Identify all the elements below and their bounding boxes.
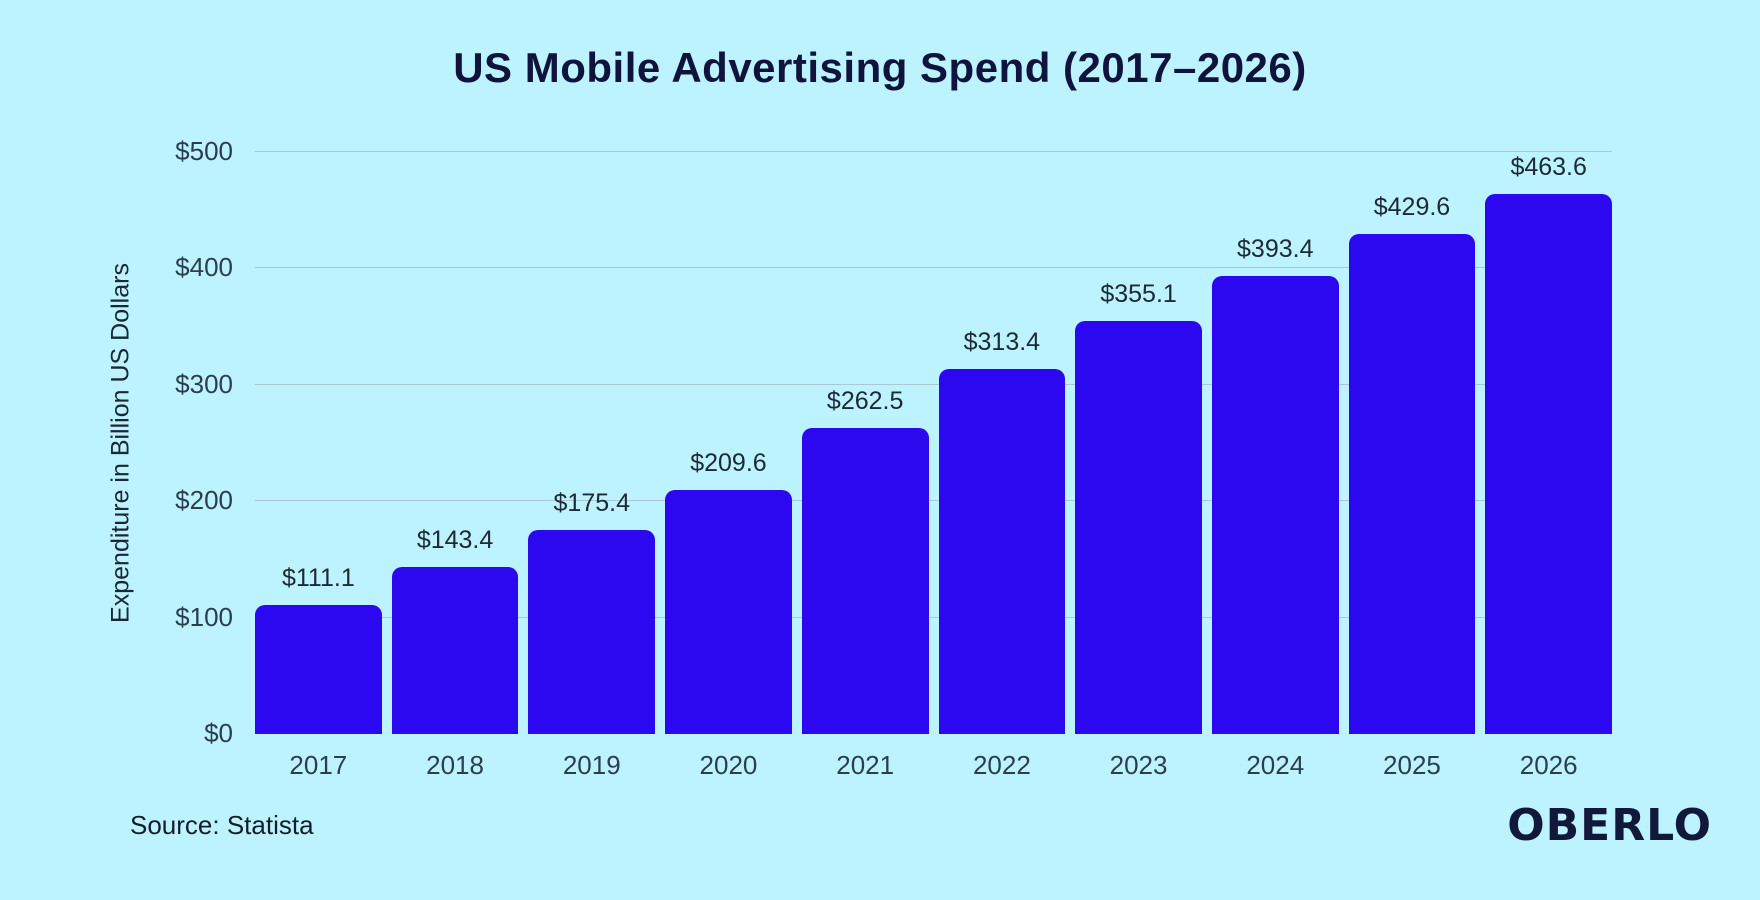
value-label-2025: $429.6 xyxy=(1373,192,1451,221)
x-tick-label-2025: 2025 xyxy=(1383,750,1441,780)
value-label-2020: $209.6 xyxy=(690,449,767,478)
value-label-2022: $313.4 xyxy=(963,328,1041,357)
bar-group-2023: $355.1 2023 xyxy=(1075,280,1202,780)
bar-2023 xyxy=(1075,320,1202,734)
chart-title: US Mobile Advertising Spend (2017–2026) xyxy=(453,44,1307,91)
x-tick-label-2020: 2020 xyxy=(699,750,758,780)
source-note: Source: Statista xyxy=(130,810,314,840)
bar-group-2017: $111.1 2017 xyxy=(255,564,382,780)
bar-group-2021: $262.5 2021 xyxy=(801,387,929,780)
bar-group-2020: $209.6 2020 xyxy=(665,449,792,780)
gridline xyxy=(255,151,1612,152)
value-label-2017: $111.1 xyxy=(281,563,355,592)
plot-area: $0 $100 $200 $300 $400 $500 $111.1 2017 $143.4 20… xyxy=(175,136,1613,780)
gridline xyxy=(255,383,1612,385)
bar-group-2019: $175.4 2019 xyxy=(528,489,656,780)
bar-2022 xyxy=(938,369,1066,734)
bar-2017 xyxy=(255,604,382,734)
bar-group-2026: $463.6 2026 xyxy=(1485,153,1613,780)
y-tick-label: $400 xyxy=(175,252,233,283)
bar-group-2024: $393.4 2024 xyxy=(1211,235,1339,780)
y-tick-label: $200 xyxy=(175,485,233,516)
bar-2024 xyxy=(1211,276,1339,734)
bar-2018 xyxy=(391,567,519,734)
bar-2026 xyxy=(1485,194,1613,734)
x-tick-label-2026: 2026 xyxy=(1519,750,1578,780)
value-label-2021: $262.5 xyxy=(826,387,904,416)
y-tick-label: $100 xyxy=(175,601,233,632)
x-tick-label-2019: 2019 xyxy=(562,750,621,780)
oberlo-logo: OBERLO xyxy=(1507,800,1712,851)
bar-2020 xyxy=(665,490,792,734)
bar-group-2022: $313.4 2022 xyxy=(938,328,1066,780)
x-tick-label-2023: 2023 xyxy=(1109,750,1168,780)
gridline xyxy=(255,500,1612,502)
x-tick-label-2018: 2018 xyxy=(426,750,484,780)
value-label-2018: $143.4 xyxy=(416,526,494,555)
bar-group-2018: $143.4 2018 xyxy=(391,526,519,780)
value-label-2026: $463.6 xyxy=(1510,153,1587,182)
x-tick-label-2021: 2021 xyxy=(836,750,895,780)
value-label-2024: $393.4 xyxy=(1237,235,1314,264)
bar-2025 xyxy=(1348,233,1476,734)
value-label-2019: $175.4 xyxy=(553,488,630,517)
x-tick-label-2017: 2017 xyxy=(289,750,348,780)
gridline xyxy=(255,616,1612,618)
bars-container: $111.1 2017 $143.4 2018 $175.4 2019 $209.6 2020… xyxy=(255,152,1613,780)
bar-2019 xyxy=(528,529,656,734)
y-tick-label: $500 xyxy=(175,136,233,166)
value-label-2023: $355.1 xyxy=(1100,279,1177,308)
x-tick-label-2024: 2024 xyxy=(1246,750,1305,780)
bar-group-2025: $429.6 2025 xyxy=(1348,193,1476,780)
x-tick-label-2022: 2022 xyxy=(972,750,1031,780)
gridline xyxy=(255,267,1612,269)
y-tick-label: $0 xyxy=(204,718,233,748)
bar-2021 xyxy=(801,428,929,734)
y-axis-label: Expenditure in Billion US Dollars xyxy=(106,263,135,623)
y-tick-label: $300 xyxy=(175,368,233,399)
